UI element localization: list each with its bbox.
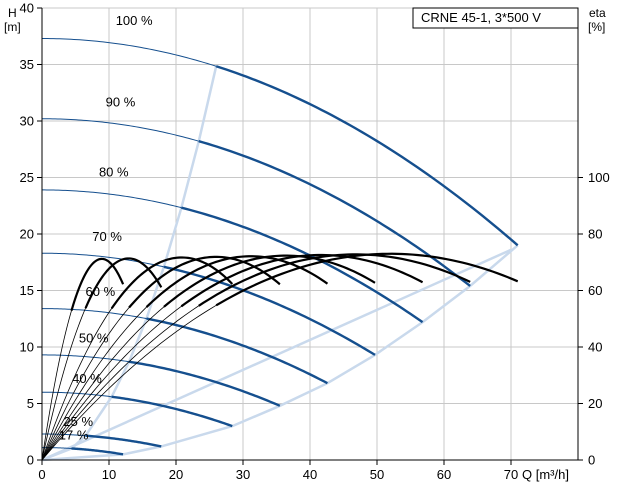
- chart-title: CRNE 45-1, 3*500 V: [421, 10, 541, 25]
- head-curve-thin: [42, 308, 147, 320]
- y-left-tick-label: 5: [27, 396, 34, 411]
- head-curve-thick: [181, 206, 424, 324]
- efficiency-curve-thick: [70, 257, 125, 311]
- x-tick-label: 60: [437, 467, 451, 482]
- head-curve-thin: [42, 447, 72, 449]
- x-tick-label: 40: [303, 467, 317, 482]
- y-left-tick-label: 20: [20, 227, 34, 242]
- head-curve-thick: [163, 265, 376, 356]
- axes: 0 10 20 30 40 50 60 70 0 5 10 15 20 25 30 35 40 0 20 40 60 80…: [20, 1, 610, 483]
- speed-curve-label: 40 %: [72, 371, 102, 386]
- head-curve-thin: [42, 252, 165, 268]
- head-curves: [41, 38, 519, 456]
- head-curve-thick: [146, 317, 328, 385]
- efficiency-curve-thick: [84, 257, 163, 309]
- speed-curve-label: 80 %: [99, 164, 129, 179]
- x-tick-label: 20: [169, 467, 183, 482]
- x-tick-label: 70: [504, 467, 518, 482]
- y-left-tick-label: 15: [20, 283, 34, 298]
- speed-curve-label: 70 %: [92, 229, 122, 244]
- y-left-axis-name: H: [8, 6, 17, 20]
- y-right-tick-label: 20: [588, 396, 602, 411]
- chart-title-box: [412, 7, 579, 29]
- y-left-tick-label: 25: [20, 170, 34, 185]
- head-curve-thin: [42, 189, 182, 209]
- speed-curve-label: 50 %: [79, 330, 109, 345]
- x-tick-label: 30: [236, 467, 250, 482]
- x-axis-label: Q [m³/h]: [522, 467, 569, 482]
- min-flow-limit-line: [41, 65, 218, 462]
- speed-curve-label: 60 %: [86, 284, 116, 299]
- y-right-tick-label: 60: [588, 283, 602, 298]
- head-curve-thick: [198, 140, 471, 287]
- x-tick-label: 10: [102, 467, 116, 482]
- head-curve-thin: [42, 433, 86, 437]
- head-curve-thick: [111, 395, 233, 428]
- speed-curve-label: 90 %: [106, 94, 136, 109]
- efficiency-curve-thick: [110, 256, 234, 310]
- y-right-axis-name: eta: [589, 6, 606, 20]
- y-right-tick-label: 40: [588, 340, 602, 355]
- efficiency-curves: [41, 252, 519, 461]
- x-tick-label: 50: [370, 467, 384, 482]
- head-curve-thin: [41, 38, 217, 67]
- speed-curve-label: 100 %: [116, 13, 153, 28]
- efficiency-curve-thick: [128, 255, 281, 309]
- speed-labels: 100 % 90 % 80 % 70 % 60 % 50 % 40 % 25 %17 %: [59, 13, 153, 443]
- head-curve-thin: [42, 391, 112, 398]
- head-curve-thick: [85, 434, 162, 448]
- power-limit-line: [41, 248, 512, 462]
- x-tick-label: 0: [38, 467, 45, 482]
- max-flow-limit-line: [41, 244, 519, 462]
- head-curve-thin: [41, 118, 199, 142]
- operating-limit-lines: [41, 65, 519, 462]
- head-curve-thick: [128, 360, 281, 407]
- y-right-tick-label: 100: [588, 170, 610, 185]
- efficiency-curve-thick: [163, 254, 376, 308]
- head-curve-thin: [42, 354, 130, 363]
- head-curve-thick: [215, 65, 519, 247]
- y-left-tick-label: 40: [20, 1, 34, 16]
- grid: [42, 7, 578, 460]
- head-curve-thick: [71, 447, 124, 456]
- y-left-tick-label: 10: [20, 340, 34, 355]
- y-left-tick-label: 35: [20, 57, 34, 72]
- efficiency-curve-thick: [145, 255, 329, 308]
- y-right-tick-label: 0: [588, 453, 595, 468]
- y-left-axis-unit: [m]: [4, 20, 21, 34]
- y-left-tick-label: 0: [27, 453, 34, 468]
- speed-curve-label: 25 %: [63, 414, 93, 429]
- y-left-tick-label: 30: [20, 114, 34, 129]
- y-right-tick-label: 80: [588, 227, 602, 242]
- y-right-axis-unit: [%]: [588, 20, 605, 34]
- speed-curve-label: 17 %: [59, 428, 89, 443]
